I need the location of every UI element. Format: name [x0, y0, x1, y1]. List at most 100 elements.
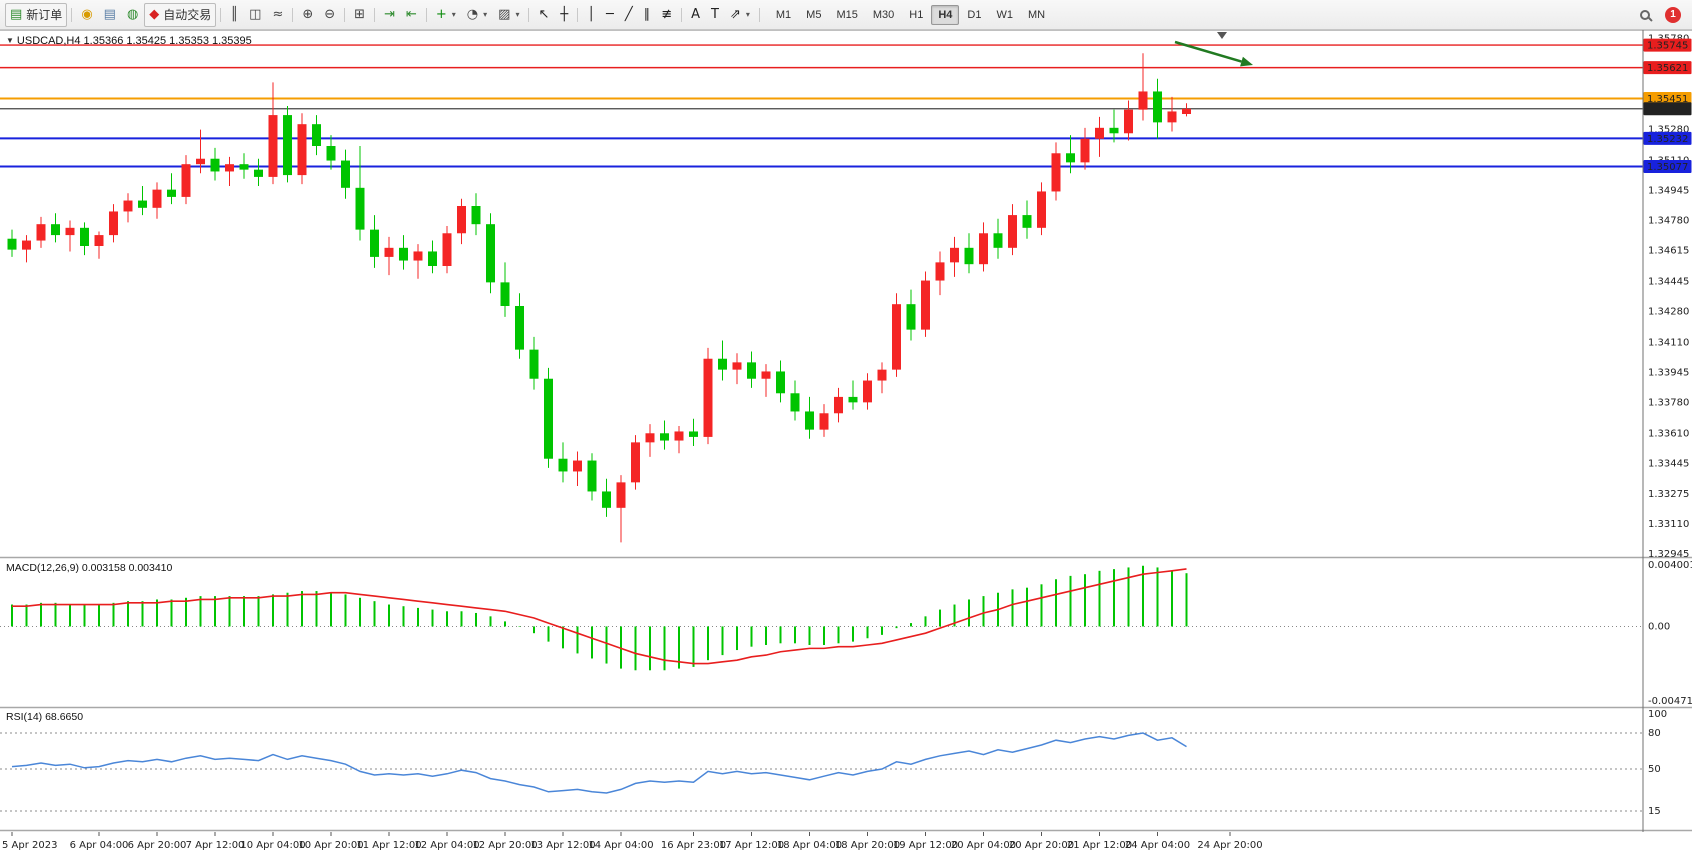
candle-body	[790, 393, 800, 412]
auto-scroll-button[interactable]: ⇥	[379, 3, 400, 27]
candle-body	[1037, 191, 1046, 228]
fibonacci-button[interactable]: ≢	[656, 3, 677, 27]
time-axis-label: 11 Apr 12:00	[356, 840, 421, 851]
timeframe-d1-button[interactable]: D1	[967, 8, 982, 21]
price-axis-label: 1.34615	[1648, 246, 1689, 257]
trendline-button[interactable]: ╱	[620, 3, 638, 27]
timeframe-m30-button[interactable]: M30	[872, 8, 895, 21]
fibonacci-icon: ≢	[661, 7, 673, 22]
price-badge	[1643, 131, 1692, 145]
arrows-tool-button[interactable]: ⇗ ▾	[725, 3, 755, 27]
macd-histogram-bar	[330, 592, 332, 627]
timeframe-m1-button[interactable]: M1	[775, 8, 792, 21]
trend-arrow-annotation[interactable]	[1174, 40, 1253, 67]
toolbar-separator	[374, 7, 376, 22]
text-label-button[interactable]: T	[706, 3, 724, 27]
candle-body	[413, 251, 423, 261]
chart-collapse-icon[interactable]: ▼	[6, 36, 14, 45]
search-button[interactable]	[1635, 3, 1655, 27]
macd-histogram-bar	[634, 626, 637, 671]
equidistant-channel-button[interactable]: ∥	[639, 3, 656, 27]
notification-badge[interactable]: 1	[1665, 6, 1681, 23]
macd-histogram-bar	[141, 601, 144, 627]
timeframe-h1-button[interactable]: H1	[909, 8, 924, 21]
candle-body	[834, 396, 843, 414]
price-axis[interactable]: 1.357801.352801.351101.349451.347801.346…	[1643, 34, 1692, 560]
new-order-button[interactable]: ▤ 新订单	[5, 2, 68, 27]
price-axis-label: 1.34945	[1648, 186, 1689, 197]
bar-chart-button[interactable]: ║	[225, 3, 243, 27]
zoom-in-button[interactable]: ⊕	[297, 3, 318, 27]
candle-body	[138, 200, 147, 208]
macd-histogram-bar	[852, 626, 854, 642]
candle-body	[964, 247, 974, 265]
chevron-down-icon[interactable]: ▾	[483, 10, 488, 19]
candle-body	[196, 158, 205, 165]
chevron-down-icon[interactable]: ▾	[515, 10, 520, 19]
candle-body	[674, 431, 684, 441]
macd-histogram-bar	[982, 596, 985, 627]
periods-icon: ◔	[466, 7, 479, 22]
chevron-down-icon[interactable]: ▾	[451, 10, 456, 19]
chevron-down-icon[interactable]: ▾	[745, 10, 750, 19]
zoom-out-button[interactable]: ⊖	[319, 3, 340, 27]
candle-body	[573, 460, 582, 472]
candle-body	[718, 358, 727, 370]
macd-histogram-bar	[54, 602, 57, 627]
macd-histogram-bar	[939, 609, 941, 627]
candle-body	[558, 458, 568, 472]
autotrading-button[interactable]: ◆ 自动交易	[144, 2, 217, 27]
chart-shift-marker[interactable]	[1217, 32, 1227, 39]
candle-body	[167, 189, 176, 197]
timeframe-mn-button[interactable]: MN	[1027, 8, 1046, 21]
time-axis-label: 16 Apr 23:00	[661, 840, 726, 851]
macd-histogram-bar	[127, 601, 129, 627]
timeframe-w1-button[interactable]: W1	[996, 8, 1013, 21]
tile-windows-button[interactable]: ⊞	[349, 3, 370, 27]
chart-shift-button[interactable]: ⇤	[401, 3, 422, 27]
macd-histogram-bar	[1084, 574, 1086, 627]
candle-body	[442, 233, 452, 266]
candle-body	[1022, 215, 1032, 228]
macd-histogram-bar	[837, 626, 840, 644]
time-axis[interactable]: 5 Apr 2023 6 Apr 04:00 6 Apr 20:00 7 Apr 12…	[2, 832, 1263, 851]
macd-histogram-bar	[214, 596, 216, 627]
crosshair-button[interactable]: ┼	[555, 3, 573, 27]
macd-histogram-bar	[533, 626, 535, 634]
candlestick-chart-button[interactable]: ◫	[244, 3, 266, 27]
periods-button[interactable]: ◔ ▾	[462, 3, 492, 27]
templates-button[interactable]: ▨ ▾	[493, 3, 524, 27]
print-button[interactable]: ▤	[99, 3, 121, 27]
macd-histogram-bar	[489, 616, 492, 627]
chart-canvas[interactable]: 1.357801.352801.351101.349451.347801.346…	[0, 30, 1692, 858]
macd-histogram-bar	[402, 606, 405, 627]
candle-body	[979, 233, 988, 265]
toolbar-separator	[577, 7, 579, 22]
horizontal-line-button[interactable]: ─	[601, 3, 619, 27]
time-axis-label: 18 Apr 04:00	[777, 840, 842, 851]
candlestick-series	[7, 53, 1191, 543]
vertical-line-button[interactable]: │	[582, 3, 600, 27]
time-axis-label: 6 Apr 20:00	[128, 840, 187, 851]
macd-histogram-bar	[1127, 567, 1130, 627]
zoom-in-icon: ⊕	[302, 7, 314, 22]
macd-histogram-bar	[591, 626, 593, 659]
line-chart-button[interactable]: ≈	[267, 3, 288, 27]
macd-histogram-bar	[1171, 570, 1173, 627]
headset-button[interactable]: ◍	[122, 3, 143, 27]
timeframe-m5-button[interactable]: M5	[806, 8, 822, 21]
candle-body	[399, 247, 408, 261]
timeframe-h4-button[interactable]: H4	[931, 4, 960, 25]
lamp-button[interactable]: ◉	[76, 3, 97, 27]
price-axis-label: 1.34280	[1648, 306, 1689, 317]
cursor-button[interactable]: ↖	[533, 3, 554, 27]
indicators-button[interactable]: + ▾	[431, 3, 461, 27]
macd-histogram-bar	[156, 599, 158, 627]
macd-histogram-bar	[895, 626, 898, 629]
timeframe-m15-button[interactable]: M15	[836, 8, 858, 21]
text-button[interactable]: A	[686, 3, 705, 27]
price-badge	[1643, 160, 1692, 174]
macd-histogram-bar	[1026, 587, 1028, 627]
price-axis-label: 1.33610	[1648, 428, 1689, 439]
price-badge	[1643, 102, 1692, 116]
